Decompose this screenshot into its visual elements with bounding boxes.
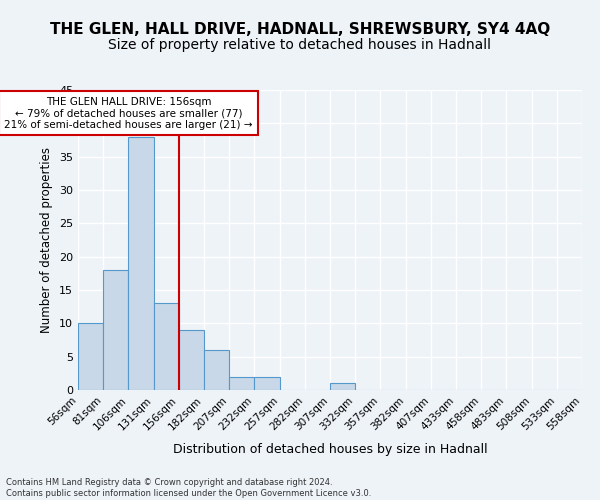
- Bar: [103, 270, 128, 390]
- Bar: [154, 304, 179, 390]
- Bar: [128, 136, 154, 390]
- Bar: [254, 376, 280, 390]
- Text: THE GLEN HALL DRIVE: 156sqm
← 79% of detached houses are smaller (77)
21% of sem: THE GLEN HALL DRIVE: 156sqm ← 79% of det…: [4, 96, 253, 130]
- Bar: [330, 384, 355, 390]
- Y-axis label: Number of detached properties: Number of detached properties: [40, 147, 53, 333]
- X-axis label: Distribution of detached houses by size in Hadnall: Distribution of detached houses by size …: [173, 443, 487, 456]
- Text: THE GLEN, HALL DRIVE, HADNALL, SHREWSBURY, SY4 4AQ: THE GLEN, HALL DRIVE, HADNALL, SHREWSBUR…: [50, 22, 550, 38]
- Bar: [204, 350, 229, 390]
- Bar: [229, 376, 254, 390]
- Text: Size of property relative to detached houses in Hadnall: Size of property relative to detached ho…: [109, 38, 491, 52]
- Text: Contains HM Land Registry data © Crown copyright and database right 2024.
Contai: Contains HM Land Registry data © Crown c…: [6, 478, 371, 498]
- Bar: [78, 324, 103, 390]
- Bar: [179, 330, 204, 390]
